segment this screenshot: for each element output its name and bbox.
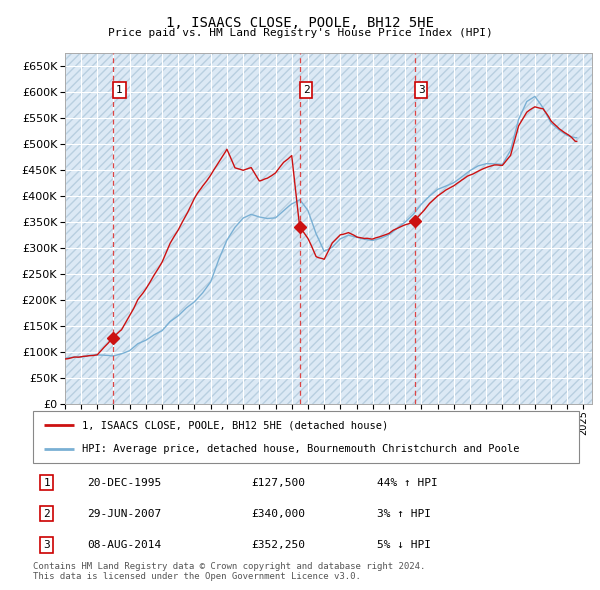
Text: HPI: Average price, detached house, Bournemouth Christchurch and Poole: HPI: Average price, detached house, Bour…: [82, 444, 520, 454]
Text: 3% ↑ HPI: 3% ↑ HPI: [377, 509, 431, 519]
Text: £340,000: £340,000: [251, 509, 305, 519]
Text: 44% ↑ HPI: 44% ↑ HPI: [377, 477, 438, 487]
Text: 08-AUG-2014: 08-AUG-2014: [88, 540, 162, 550]
Text: £127,500: £127,500: [251, 477, 305, 487]
Text: 3: 3: [43, 540, 50, 550]
Text: 29-JUN-2007: 29-JUN-2007: [88, 509, 162, 519]
Text: 1, ISAACS CLOSE, POOLE, BH12 5HE (detached house): 1, ISAACS CLOSE, POOLE, BH12 5HE (detach…: [82, 420, 388, 430]
Text: 1: 1: [116, 85, 123, 95]
Text: 20-DEC-1995: 20-DEC-1995: [88, 477, 162, 487]
Text: Contains HM Land Registry data © Crown copyright and database right 2024.
This d: Contains HM Land Registry data © Crown c…: [33, 562, 425, 581]
Text: Price paid vs. HM Land Registry's House Price Index (HPI): Price paid vs. HM Land Registry's House …: [107, 28, 493, 38]
Text: 1, ISAACS CLOSE, POOLE, BH12 5HE: 1, ISAACS CLOSE, POOLE, BH12 5HE: [166, 16, 434, 30]
Text: 3: 3: [418, 85, 425, 95]
Text: 1: 1: [43, 477, 50, 487]
Text: 2: 2: [43, 509, 50, 519]
Text: 5% ↓ HPI: 5% ↓ HPI: [377, 540, 431, 550]
Text: 2: 2: [303, 85, 310, 95]
Text: £352,250: £352,250: [251, 540, 305, 550]
